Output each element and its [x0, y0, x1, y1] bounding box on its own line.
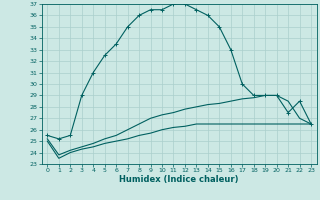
- X-axis label: Humidex (Indice chaleur): Humidex (Indice chaleur): [119, 175, 239, 184]
